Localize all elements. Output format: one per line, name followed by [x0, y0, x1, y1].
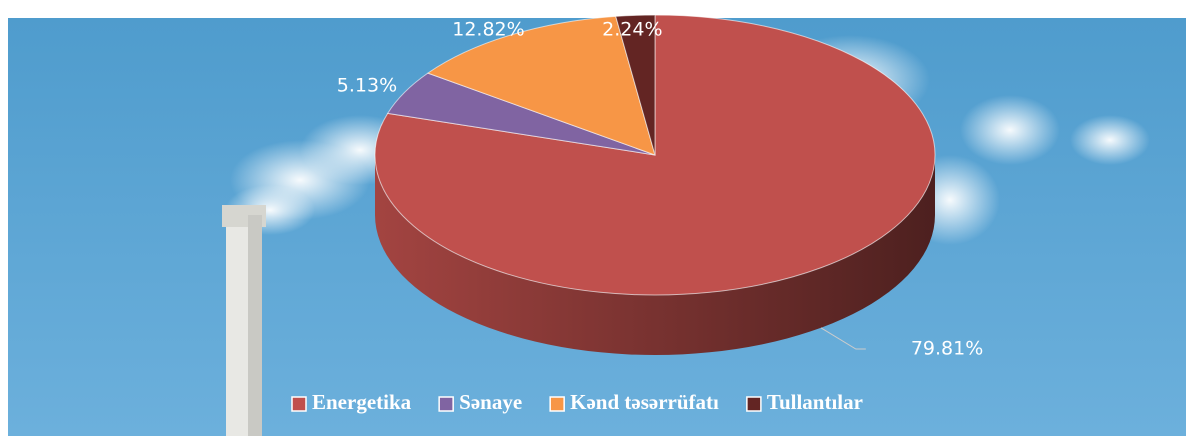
legend-swatch: [747, 397, 761, 411]
data-label: 2.24%: [602, 19, 662, 41]
legend-label: Energetika: [312, 390, 412, 414]
legend-swatch: [550, 397, 564, 411]
page: {"chart_data": {"type": "pie", "categori…: [0, 0, 1195, 436]
chart: 79.81% 5.13% 12.82% 2.24% Energetika Sənaye K…: [0, 0, 1195, 436]
legend-swatch: [292, 397, 306, 411]
data-label: 12.82%: [452, 19, 524, 41]
legend: Energetika Sənaye Kənd təsərrüfatı Tullantı…: [292, 390, 863, 414]
legend-label: Sənaye: [459, 390, 522, 414]
legend-swatch: [439, 397, 453, 411]
data-label: 5.13%: [337, 75, 397, 97]
legend-label: Kənd təsərrüfatı: [570, 390, 719, 414]
legend-label: Tullantılar: [767, 390, 863, 414]
chimney: [222, 205, 266, 436]
data-label: 79.81%: [911, 338, 983, 360]
